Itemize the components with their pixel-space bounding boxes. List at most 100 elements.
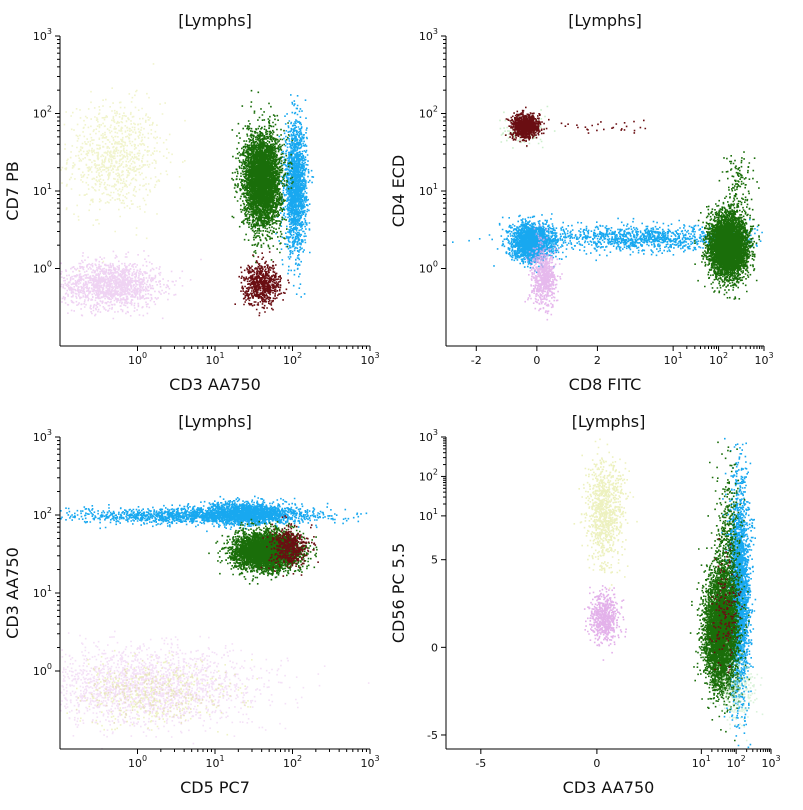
population-dots xyxy=(524,224,563,321)
y-tick-label-exponent: 1 xyxy=(433,507,438,516)
population-b-and-nk-cells xyxy=(60,630,370,750)
y-tick-label: -5 xyxy=(427,729,438,742)
population-dots xyxy=(208,518,318,585)
plot-title: [Lymphs] xyxy=(568,11,642,30)
y-tick-label-base: 0 xyxy=(431,641,438,654)
x-tick-label: 102 xyxy=(283,351,302,367)
x-axis-label: CD3 AA750 xyxy=(169,375,261,394)
x-tick-label-exponent: 3 xyxy=(775,754,780,763)
y-tick-label-base: 10 xyxy=(33,30,47,43)
y-tick-label-exponent: 2 xyxy=(47,105,52,114)
y-axis-label: CD4 ECD xyxy=(389,155,408,227)
x-tick-label: 0 xyxy=(593,757,600,770)
y-tick-label-base: 10 xyxy=(419,263,433,276)
population-dots xyxy=(573,438,638,590)
x-tick-label-base: 10 xyxy=(360,757,374,770)
y-tick-label-exponent: 3 xyxy=(433,27,438,36)
x-tick-label-exponent: 1 xyxy=(219,351,224,360)
x-tick-label: 103 xyxy=(360,754,379,770)
x-axis-label: CD8 FITC xyxy=(569,375,642,394)
x-tick-label-exponent: 3 xyxy=(768,351,773,360)
population-cd4-t-cells xyxy=(493,213,568,274)
y-tick-label: 5 xyxy=(431,554,438,567)
population-dots xyxy=(60,250,202,320)
population-dots xyxy=(535,119,647,134)
population-cd8-t-cells xyxy=(718,151,760,224)
y-axis-label: CD3 AA750 xyxy=(3,547,22,639)
x-tick-label-base: 10 xyxy=(283,354,297,367)
x-tick-label: -2 xyxy=(471,354,482,367)
y-tick-label-exponent: 3 xyxy=(47,27,52,36)
y-tick-label-base: 10 xyxy=(33,509,47,522)
x-tick-label-exponent: 2 xyxy=(723,351,728,360)
population-debris xyxy=(709,641,764,742)
x-tick-label-exponent: 0 xyxy=(142,351,147,360)
x-tick-label: -5 xyxy=(475,757,486,770)
population-cd8-t-cells xyxy=(694,196,761,300)
population-dots xyxy=(231,89,294,264)
population-dots xyxy=(60,63,186,272)
population-dots xyxy=(504,106,550,147)
population-cd4-t-cells xyxy=(162,495,329,533)
plot-title: [Lymphs] xyxy=(178,11,252,30)
x-tick-label: 103 xyxy=(360,351,379,367)
x-tick-label-base: 10 xyxy=(692,757,706,770)
y-tick-label: 100 xyxy=(33,662,52,678)
x-tick-label: 101 xyxy=(205,754,224,770)
x-tick-label-base: 10 xyxy=(283,757,297,770)
x-tick-label: 103 xyxy=(761,754,780,770)
y-tick-label-exponent: 3 xyxy=(433,428,438,437)
population-b-cells xyxy=(60,250,202,320)
y-tick-label-base: 10 xyxy=(419,108,433,121)
x-tick-label-exponent: 3 xyxy=(374,754,379,763)
x-tick-label-exponent: 2 xyxy=(741,754,746,763)
x-tick-label-exponent: 2 xyxy=(297,351,302,360)
population-nk-cells xyxy=(66,649,259,736)
y-tick-label-exponent: 1 xyxy=(433,182,438,191)
population-cd4-cd8-dim xyxy=(535,119,647,134)
population-dots xyxy=(707,441,750,742)
y-tick-label-base: 10 xyxy=(419,510,433,523)
y-tick-label-base: -5 xyxy=(427,729,438,742)
population-cd8-t-cells xyxy=(707,441,750,742)
y-axis-label: CD56 PC 5.5 xyxy=(389,543,408,643)
y-tick-label: 103 xyxy=(33,27,52,43)
x-tick-label-base: 10 xyxy=(709,354,723,367)
y-tick-label-base: 10 xyxy=(419,30,433,43)
y-tick-label-base: 10 xyxy=(33,665,47,678)
plot-title: [Lymphs] xyxy=(178,412,252,431)
y-tick-label-exponent: 2 xyxy=(47,506,52,515)
y-tick-label: 103 xyxy=(419,428,438,444)
y-tick-label-base: 10 xyxy=(33,587,47,600)
y-axis-label: CD7 PB xyxy=(3,161,22,220)
x-tick-label-base: 10 xyxy=(727,757,741,770)
plot-title: [Lymphs] xyxy=(572,412,646,431)
x-tick-label-base: -2 xyxy=(471,354,482,367)
y-tick-label-exponent: 2 xyxy=(433,105,438,114)
x-tick-label: 100 xyxy=(128,754,147,770)
y-tick-label: 101 xyxy=(33,182,52,198)
population-b-cells xyxy=(583,585,627,661)
y-tick-label-base: 5 xyxy=(431,554,438,567)
y-tick-label: 0 xyxy=(431,641,438,654)
population-dots xyxy=(260,515,319,577)
population-cd8-t-cells xyxy=(231,89,294,264)
y-tick-label: 102 xyxy=(33,105,52,121)
x-tick-label-base: -5 xyxy=(475,757,486,770)
y-tick-label-exponent: 0 xyxy=(433,260,438,269)
x-tick-label: 102 xyxy=(283,754,302,770)
population-dots xyxy=(162,495,329,533)
population-dots xyxy=(718,151,760,224)
y-tick-label-base: 10 xyxy=(33,431,47,444)
y-tick-label: 103 xyxy=(33,428,52,444)
x-tick-label-base: 10 xyxy=(205,354,219,367)
x-tick-label: 101 xyxy=(205,351,224,367)
population-dots xyxy=(66,649,259,736)
x-tick-label-base: 10 xyxy=(360,354,374,367)
event-dots xyxy=(60,63,315,320)
population-dots xyxy=(709,641,764,742)
population-nk-cells xyxy=(60,63,186,272)
